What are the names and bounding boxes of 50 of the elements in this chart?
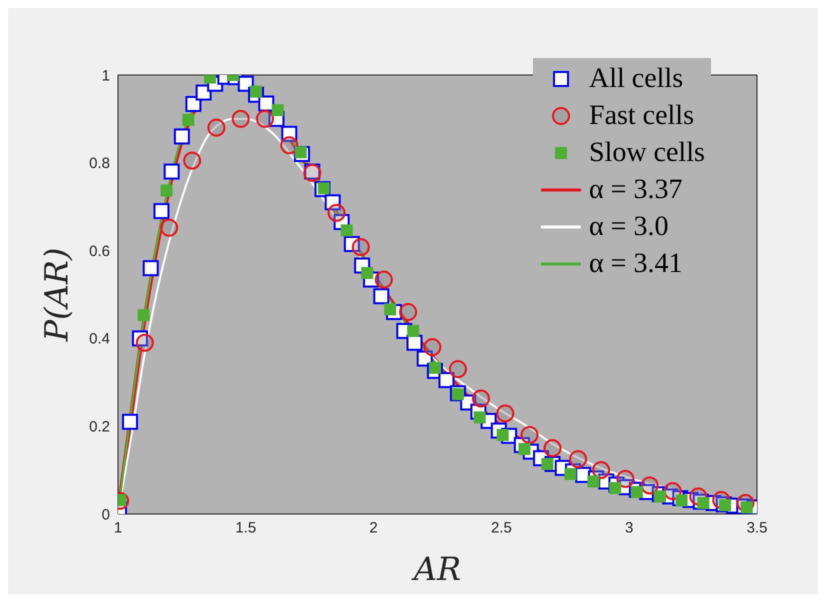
y-axis-title: P(AR)	[37, 248, 76, 342]
point	[232, 110, 250, 128]
point	[182, 114, 194, 126]
point	[472, 390, 490, 408]
point	[328, 204, 346, 222]
point	[496, 404, 514, 422]
point	[138, 309, 150, 322]
y-tick-label: 0.4	[89, 330, 110, 348]
point	[280, 136, 298, 154]
point	[520, 426, 539, 444]
x-tick-label: 3	[625, 520, 634, 537]
point	[569, 450, 588, 468]
point	[592, 461, 610, 480]
point	[448, 360, 467, 378]
point	[340, 224, 353, 236]
y-tick-label: 0.8	[89, 155, 110, 172]
point	[361, 266, 374, 279]
point	[272, 104, 284, 116]
x-tick-label: 1.5	[235, 520, 256, 537]
point	[207, 118, 226, 137]
point	[352, 238, 370, 256]
point	[544, 439, 562, 458]
point	[136, 334, 154, 352]
legend-label: All cells	[589, 62, 684, 94]
point	[407, 324, 420, 337]
point	[183, 152, 202, 170]
point	[587, 476, 600, 488]
x-tick-label: 3.5	[746, 520, 768, 537]
legend-label: α = 3.0	[589, 210, 668, 242]
point	[160, 184, 173, 196]
point	[399, 303, 418, 322]
legend-label: α = 3.41	[589, 248, 682, 280]
y-tick-label: 1	[102, 67, 110, 84]
x-tick-label: 2	[369, 520, 378, 537]
point	[616, 470, 634, 488]
legend-label: Slow cells	[589, 136, 705, 168]
y-tick-label: 0.6	[89, 242, 110, 260]
x-axis-title: AR	[410, 550, 462, 588]
point	[160, 218, 178, 237]
legend-label: α = 3.37	[589, 174, 682, 206]
point	[374, 270, 393, 289]
x-tick-label: 1	[114, 520, 122, 537]
point	[640, 476, 659, 494]
point	[256, 110, 274, 128]
legend-label: Fast cells	[589, 100, 694, 132]
point	[423, 338, 442, 356]
point	[564, 468, 576, 480]
y-tick-label: 0.2	[89, 418, 110, 436]
x-tick-label: 2.5	[490, 520, 512, 537]
y-tick-label: 0	[102, 506, 110, 524]
